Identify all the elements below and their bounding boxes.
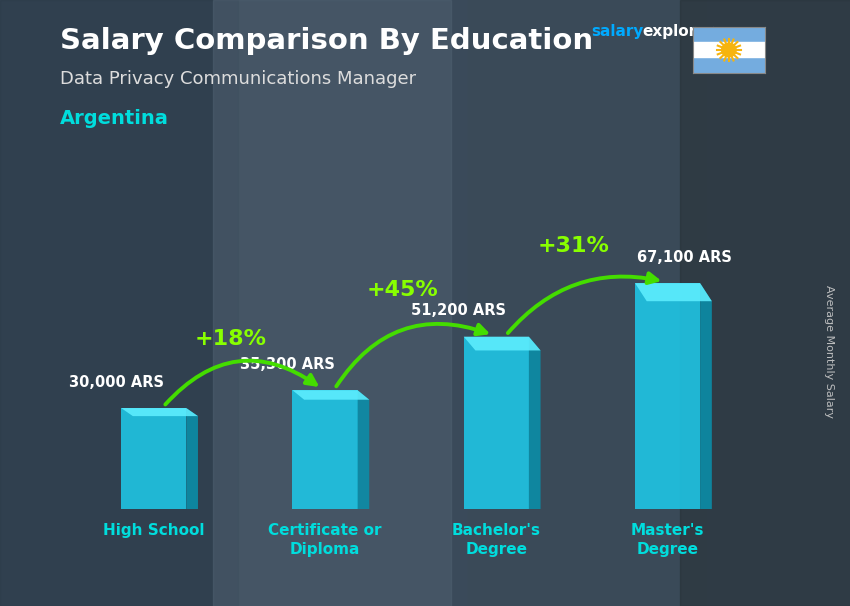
Circle shape [722, 43, 736, 57]
FancyArrowPatch shape [337, 324, 486, 387]
Bar [693, 42, 765, 58]
Polygon shape [529, 337, 541, 509]
Polygon shape [122, 408, 198, 416]
FancyBboxPatch shape [292, 390, 358, 509]
Bar [693, 27, 765, 42]
Bar [680, 0, 850, 606]
Text: salary: salary [591, 24, 643, 39]
FancyArrowPatch shape [166, 361, 316, 404]
Text: +18%: +18% [195, 329, 267, 349]
Polygon shape [700, 283, 711, 509]
Polygon shape [464, 337, 541, 350]
Text: +31%: +31% [537, 236, 609, 256]
Polygon shape [186, 408, 198, 509]
Bar [0, 0, 238, 606]
Text: Salary Comparison By Education: Salary Comparison By Education [60, 27, 592, 55]
Text: Average Monthly Salary: Average Monthly Salary [824, 285, 834, 418]
Polygon shape [635, 283, 711, 301]
Text: Data Privacy Communications Manager: Data Privacy Communications Manager [60, 70, 416, 88]
Text: 35,300 ARS: 35,300 ARS [240, 357, 335, 372]
Text: +45%: +45% [366, 281, 438, 301]
Text: 67,100 ARS: 67,100 ARS [638, 250, 732, 265]
Polygon shape [358, 390, 369, 509]
Text: .com: .com [697, 24, 738, 39]
Bar [212, 0, 450, 606]
FancyBboxPatch shape [464, 337, 529, 509]
Text: 51,200 ARS: 51,200 ARS [411, 304, 506, 319]
Bar [693, 58, 765, 73]
Text: 30,000 ARS: 30,000 ARS [69, 375, 163, 390]
Text: Argentina: Argentina [60, 109, 168, 128]
FancyArrowPatch shape [507, 273, 657, 333]
FancyBboxPatch shape [122, 408, 186, 509]
Bar [468, 0, 706, 606]
Polygon shape [292, 390, 369, 400]
FancyBboxPatch shape [635, 283, 700, 509]
Text: explorer: explorer [643, 24, 715, 39]
